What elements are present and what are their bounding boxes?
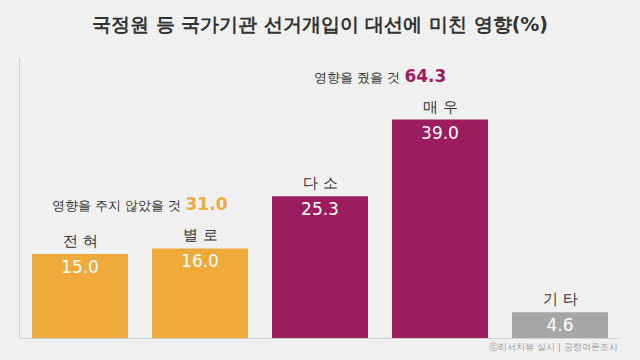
svg-text:영향을 주지 않았을 것 31.0: 영향을 주지 않았을 것 31.0 [52,194,228,214]
svg-text:기 타: 기 타 [543,290,578,308]
svg-text:4.6: 4.6 [546,315,573,335]
svg-text:매 우: 매 우 [423,98,458,116]
svg-text:국정원 등 국가기관 선거개입이 대선에 미친 영향(%): 국정원 등 국가기관 선거개입이 대선에 미친 영향(%) [92,13,548,35]
svg-text:ⓒ리서치뷰 실시 | 공정여론조사: ⓒ리서치뷰 실시 | 공정여론조사 [489,342,618,352]
svg-text:전 혀: 전 혀 [63,232,98,250]
svg-text:별 로: 별 로 [183,226,218,244]
svg-text:25.3: 25.3 [301,199,339,219]
svg-text:16.0: 16.0 [181,251,219,271]
svg-text:영향을 줬을 것 64.3: 영향을 줬을 것 64.3 [314,66,446,86]
svg-text:15.0: 15.0 [61,257,99,277]
svg-text:다 소: 다 소 [303,174,338,192]
svg-text:39.0: 39.0 [421,123,459,143]
